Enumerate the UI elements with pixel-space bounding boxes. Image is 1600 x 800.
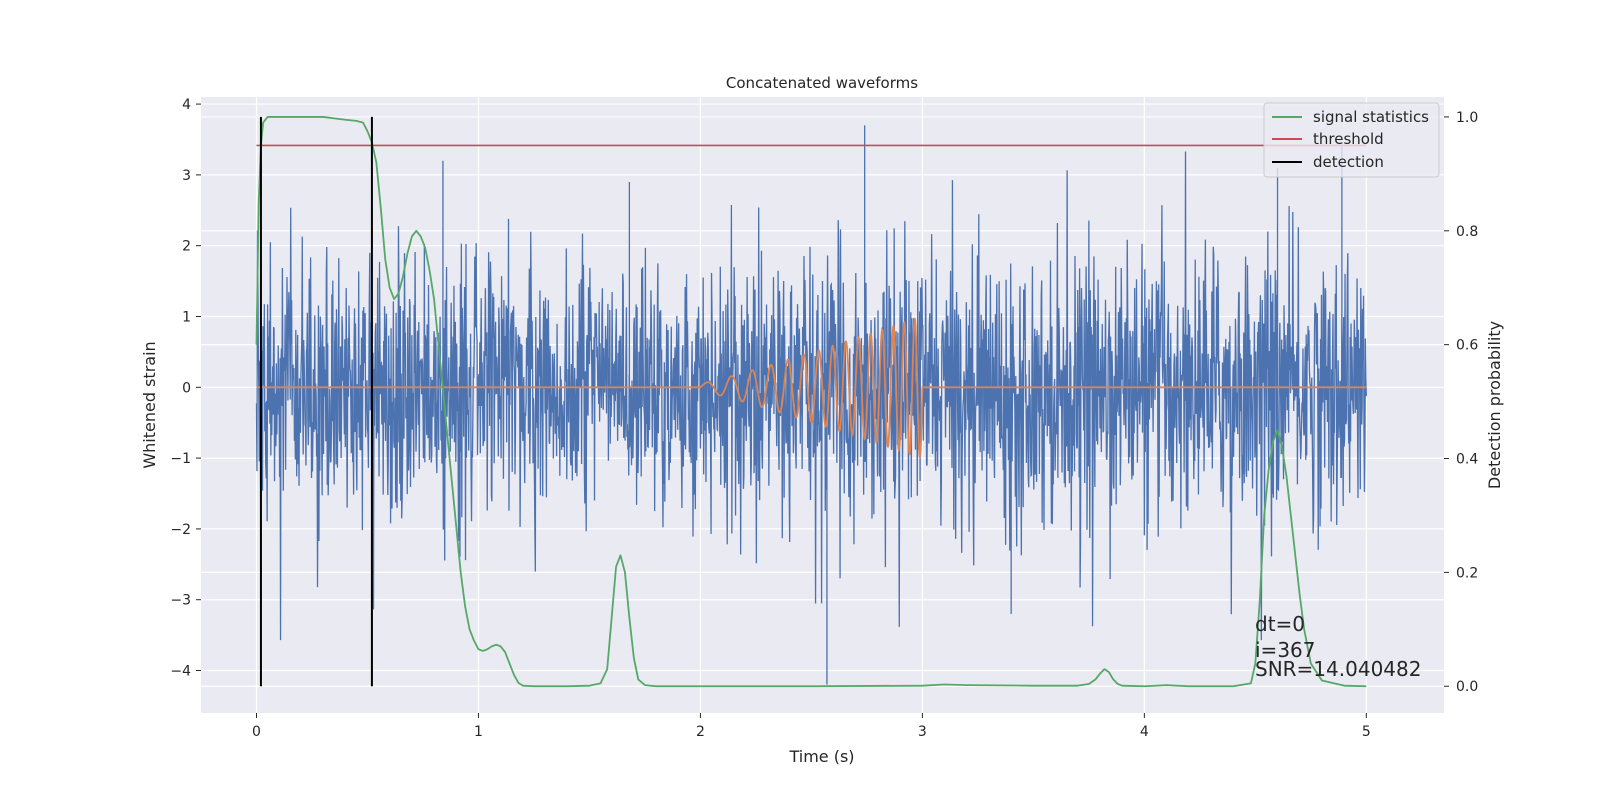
x-tick-label: 4 — [1140, 724, 1149, 740]
y-tick-label: 3 — [182, 168, 191, 184]
y-tick-label: −3 — [170, 593, 191, 609]
y-tick-label: −1 — [170, 451, 191, 467]
series-line-template — [256, 317, 1367, 460]
x-axis-label: Time (s) — [788, 747, 854, 766]
y-right-tick-label: 0.2 — [1456, 565, 1478, 581]
y-tick-label: 4 — [182, 97, 191, 113]
x-tick-label: 3 — [918, 724, 927, 740]
y-right-tick-label: 0.0 — [1456, 679, 1478, 695]
x-tick-label: 2 — [696, 724, 705, 740]
x-tick-label: 1 — [474, 724, 483, 740]
annotation-dt: dt=0 — [1255, 612, 1305, 636]
series-line-signal-statistics — [255, 116, 1367, 688]
annotation-snr: SNR=14.040482 — [1255, 657, 1421, 681]
legend: signal statistics threshold detection — [1263, 102, 1440, 178]
annotations: dt=0 i=367 SNR=14.040482 — [1255, 612, 1421, 681]
legend-label-signal-statistics: signal statistics — [1313, 108, 1429, 126]
legend-label-detection: detection — [1313, 153, 1384, 171]
legend-label-threshold: threshold — [1313, 130, 1384, 148]
y-right-tick-label: 0.6 — [1456, 338, 1478, 354]
series-line-whitened-strain — [255, 125, 1367, 685]
legend-box — [1263, 102, 1440, 178]
x-tick-label: 5 — [1362, 724, 1371, 740]
y-right-tick-label: 0.8 — [1456, 224, 1478, 240]
y-tick-label: −4 — [170, 664, 191, 680]
plot-content — [255, 116, 1367, 688]
x-tick-label: 0 — [252, 724, 261, 740]
y-tick-label: −2 — [170, 522, 191, 538]
y-tick-label: 2 — [182, 239, 191, 255]
axes: 0 1 2 3 4 5 −4 −3 −2 −1 0 1 2 3 4 0.0 0.2 0.4 0.6 0.8 1.0 — [170, 97, 1478, 740]
y-axis-label: Whitened strain — [140, 341, 159, 468]
y-right-tick-label: 1.0 — [1456, 110, 1478, 126]
y-tick-label: 0 — [182, 380, 191, 396]
y-axis-right-label: Detection probability — [1485, 321, 1504, 489]
annotation-index: i=367 — [1255, 638, 1316, 662]
chart-title: Concatenated waveforms — [726, 74, 918, 92]
y-right-tick-label: 0.4 — [1456, 452, 1478, 468]
y-tick-label: 1 — [182, 309, 191, 325]
